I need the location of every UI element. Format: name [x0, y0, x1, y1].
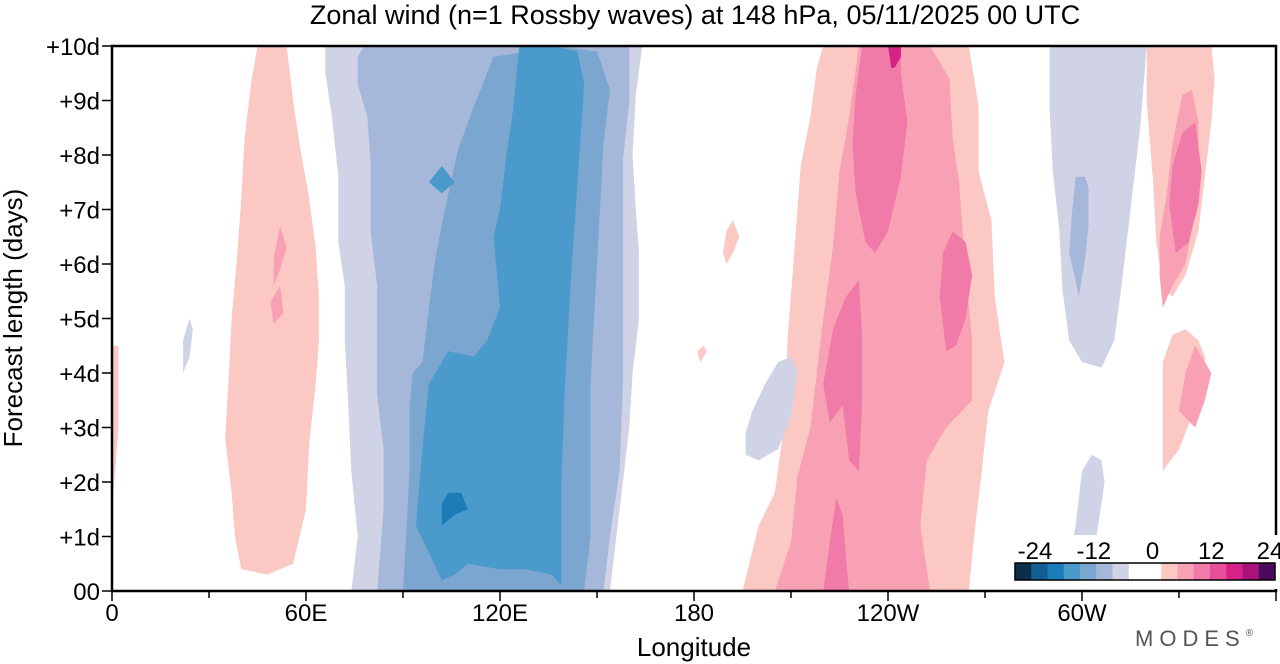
- x-tick-label-240: 120W: [857, 600, 920, 627]
- y-tick-label-2: +2d: [59, 470, 100, 497]
- y-tick-label-7: +7d: [59, 198, 100, 225]
- x-tick-label-60: 60E: [285, 600, 328, 627]
- x-axis-label: Longitude: [637, 632, 751, 662]
- colorbar-swatch-3: [1063, 563, 1081, 580]
- contour-region-pos-8-3: [270, 285, 284, 324]
- colorbar-swatch-2: [1047, 563, 1065, 580]
- colorbar-swatch-14: [1242, 563, 1260, 580]
- contour-region-pos-12-10: [823, 280, 863, 472]
- y-tick-label-5: +5d: [59, 307, 100, 334]
- contour-region-neg-4-23: [745, 356, 798, 461]
- colorbar-frame: [1014, 562, 1276, 581]
- colorbar-swatch-4: [1080, 563, 1097, 580]
- y-tick-label-8: +8d: [59, 143, 100, 170]
- watermark: MODES®: [1135, 626, 1259, 651]
- x-tick-label-180: 180: [674, 600, 714, 627]
- contour-region-neg-4-24: [1049, 46, 1147, 368]
- x-tick-label-300: 60W: [1057, 600, 1107, 627]
- y-tick-label-4: +4d: [59, 361, 100, 388]
- plot-area: [110, 44, 1278, 593]
- contour-region-pos-12-9: [852, 46, 908, 254]
- contour-region-pos-12-16: [1169, 122, 1202, 254]
- contour-region-neg-16-27: [454, 449, 462, 455]
- colorbar-swatch-1: [1031, 563, 1048, 580]
- chart-title: Zonal wind (n=1 Rossby waves) at 148 hPa…: [310, 0, 1080, 30]
- contour-region-pos-4-5: [697, 345, 707, 363]
- contour-region-pos-8-17: [1179, 345, 1212, 428]
- contour-region-neg-8-26: [1069, 176, 1089, 297]
- x-axis: 0 60E 120E 180 120W 60W: [105, 591, 1277, 627]
- contour-region-neg-20-29: [441, 492, 468, 526]
- colorbar-swatch-13: [1226, 563, 1243, 580]
- colorbar-label-4: 24: [1257, 538, 1280, 565]
- contour-region-pos-12-11: [939, 231, 973, 352]
- y-tick-label-0: 00: [73, 579, 100, 606]
- contour-layer: [112, 46, 1215, 591]
- colorbar-label-0: -24: [1018, 538, 1053, 565]
- y-tick-label-3: +3d: [59, 416, 100, 443]
- colorbar-swatch-11: [1193, 563, 1211, 580]
- y-tick-label-9: +9d: [59, 89, 100, 116]
- y-axis-label: Forecast length (days): [0, 189, 28, 448]
- colorbar-swatch-12: [1210, 563, 1227, 580]
- x-tick-label-120: 120E: [472, 600, 528, 627]
- contour-region-pos-4-4: [723, 220, 740, 264]
- colorbar: -24 -12 0 12 24: [1007, 535, 1280, 589]
- colorbar-swatch-0: [1015, 563, 1032, 580]
- x-tick-label-0: 0: [105, 600, 118, 627]
- contour-region-pos-4-0: [112, 345, 119, 510]
- contour-region-neg-4-22: [183, 318, 193, 373]
- y-tick-label-1: +1d: [59, 525, 100, 552]
- contour-region-pos-12-8: [823, 498, 850, 591]
- colorbar-swatch-10: [1177, 563, 1195, 580]
- colorbar-swatch-6: [1112, 563, 1130, 580]
- y-tick-label-6: +6d: [59, 252, 100, 279]
- colorbar-swatch-9: [1161, 563, 1178, 580]
- contour-region-neg-16-28: [428, 165, 455, 194]
- colorbar-swatch-15: [1258, 563, 1276, 580]
- contour-region-pos-20-12: [888, 46, 901, 68]
- colorbar-swatch-5: [1096, 563, 1113, 580]
- y-axis: 00 +1d +2d +3d +4d +5d +6d +7d +8d +9d +10d: [46, 34, 112, 606]
- watermark-mark: ®: [1246, 628, 1259, 639]
- colorbar-label-2: 0: [1146, 538, 1159, 565]
- colorbar-swatch-7: [1128, 563, 1146, 580]
- colorbar-label-3: 12: [1198, 538, 1225, 565]
- contour-region-pos-8-2: [273, 225, 287, 286]
- contour-region-pos-8-7: [774, 46, 973, 591]
- y-tick-label-10: +10d: [46, 34, 100, 61]
- colorbar-label-1: -12: [1076, 538, 1111, 565]
- colorbar-swatch-8: [1145, 563, 1162, 580]
